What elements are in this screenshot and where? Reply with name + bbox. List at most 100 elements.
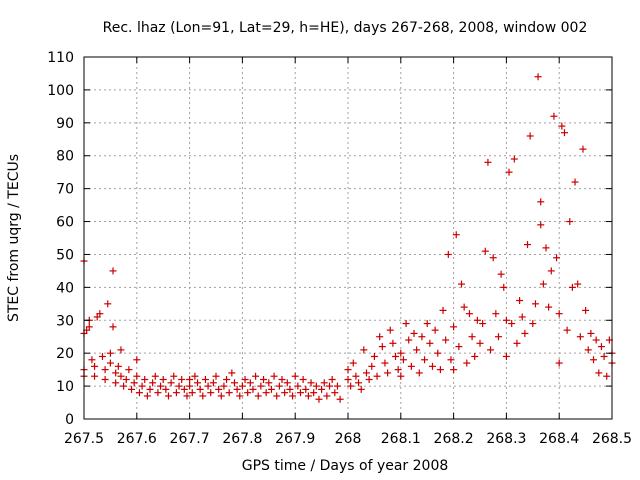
data-point [355, 379, 363, 387]
chart-title: Rec. lhaz (Lon=91, Lat=29, h=HE), days 2… [103, 20, 588, 36]
data-point [122, 376, 130, 384]
x-tick-label: 268.3 [486, 431, 526, 447]
data-point [154, 389, 162, 397]
data-point [582, 306, 590, 314]
y-tick-labels: 0 10 20 30 40 50 60 70 80 90 100 110 [47, 50, 74, 428]
x-tick-label: 267.8 [222, 431, 262, 447]
data-point [230, 379, 238, 387]
data-point [381, 359, 389, 367]
data-point [436, 366, 444, 374]
data-point [117, 346, 125, 354]
data-point [170, 372, 178, 380]
data-point [384, 369, 392, 377]
data-point [178, 376, 186, 384]
data-point [262, 389, 270, 397]
data-point [413, 346, 421, 354]
data-point [257, 382, 265, 390]
data-point [452, 231, 460, 239]
data-point [151, 372, 159, 380]
x-tick-label: 268.1 [381, 431, 421, 447]
y-tick-label: 100 [47, 83, 74, 99]
data-point [389, 339, 397, 347]
data-point [326, 382, 334, 390]
data-point [397, 349, 405, 357]
data-point [159, 376, 167, 384]
data-point [188, 389, 196, 397]
data-point [143, 392, 151, 400]
data-point [315, 395, 323, 403]
data-point [373, 372, 381, 380]
data-point [516, 297, 524, 305]
data-point [162, 385, 170, 393]
x-tick-label: 268.4 [539, 431, 579, 447]
data-point [494, 333, 502, 341]
data-point [365, 376, 373, 384]
data-point [254, 392, 262, 400]
data-point [212, 372, 220, 380]
data-point [164, 392, 172, 400]
data-point [545, 303, 553, 311]
data-point [571, 178, 579, 186]
data-point [157, 382, 165, 390]
data-point [244, 389, 252, 397]
data-point [481, 247, 489, 255]
data-point [180, 385, 188, 393]
data-point [450, 323, 458, 331]
data-point [568, 283, 576, 291]
data-point [186, 382, 194, 390]
data-point [336, 395, 344, 403]
y-tick-label: 70 [56, 182, 74, 198]
data-point [428, 362, 436, 370]
data-point [302, 385, 310, 393]
x-tick-label: 268 [335, 431, 362, 447]
data-point [550, 112, 558, 120]
data-point [439, 306, 447, 314]
data-point [463, 359, 471, 367]
data-point [455, 343, 463, 351]
data-point [291, 372, 299, 380]
data-point [220, 382, 228, 390]
data-point [88, 356, 96, 364]
data-point [502, 352, 510, 360]
data-point [120, 382, 128, 390]
data-point [394, 366, 402, 374]
data-point [426, 339, 434, 347]
data-point [344, 366, 352, 374]
y-tick-label: 50 [56, 247, 74, 263]
data-point [508, 320, 516, 328]
data-point [267, 385, 275, 393]
data-point [405, 336, 413, 344]
data-point [560, 129, 568, 137]
data-point [592, 336, 600, 344]
data-point [238, 382, 246, 390]
data-point [204, 382, 212, 390]
data-point [249, 385, 257, 393]
data-point [434, 349, 442, 357]
data-point [91, 372, 99, 380]
data-point [289, 392, 297, 400]
data-point [101, 376, 109, 384]
data-point [407, 362, 415, 370]
data-point [323, 392, 331, 400]
data-point [265, 379, 273, 387]
data-point [603, 372, 611, 380]
data-point [331, 389, 339, 397]
data-point [194, 379, 202, 387]
data-point [566, 218, 574, 226]
data-point [91, 362, 99, 370]
data-point [458, 280, 466, 288]
data-point [252, 372, 260, 380]
data-point [233, 385, 241, 393]
data-point [518, 313, 526, 321]
data-point [590, 356, 598, 364]
data-point [138, 382, 146, 390]
data-point [468, 333, 476, 341]
x-axis-label: GPS time / Days of year 2008 [242, 458, 449, 474]
data-point [558, 122, 566, 130]
x-tick-label: 267.5 [64, 431, 104, 447]
data-point [497, 270, 505, 278]
data-point [352, 372, 360, 380]
y-tick-label: 90 [56, 116, 74, 132]
